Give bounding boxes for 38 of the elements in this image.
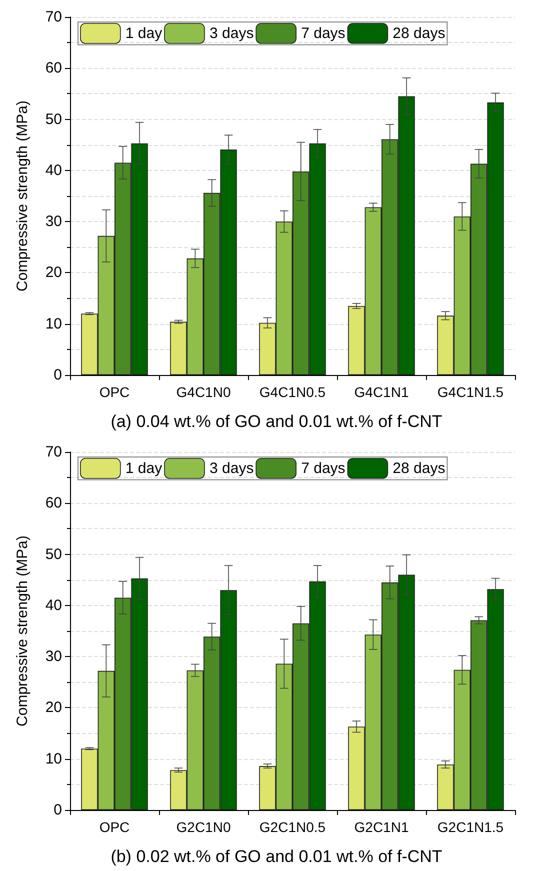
- y-tick-label: 10: [45, 315, 62, 332]
- x-tick-label: G2C1N0: [176, 819, 231, 835]
- x-tick-label: G4C1N0: [176, 384, 231, 400]
- y-tick-label: 40: [45, 162, 62, 179]
- y-tick-label: 70: [45, 8, 62, 26]
- x-tick-label: G4C1N1: [354, 384, 409, 400]
- legend-label: 1 day: [125, 24, 163, 42]
- legend-label: 28 days: [392, 24, 446, 42]
- legend-label: 3 days: [209, 24, 254, 42]
- y-tick-label: 20: [45, 264, 62, 282]
- y-tick-label: 40: [45, 596, 62, 614]
- text: (b) 0.02 wt.% of GO and 0.01 wt.% of f-CNT: [110, 847, 442, 866]
- x-tick-label: OPC: [99, 384, 130, 400]
- x-tick-label: G4C1N0.5: [259, 384, 326, 400]
- y-tick-label: 0: [54, 802, 62, 818]
- legend-label: 28 days: [392, 460, 446, 477]
- y-tick-label: 10: [45, 750, 62, 768]
- legend-label: 7 days: [301, 460, 346, 477]
- x-tick-label: G2C1N1: [354, 819, 409, 835]
- y-axis-title: Compressive strength (MPa): [14, 100, 31, 292]
- x-tick-label: G2C1N0.5: [259, 819, 326, 835]
- legend-label: 1 day: [125, 460, 163, 477]
- y-tick-label: 20: [45, 699, 62, 716]
- x-tick-label: OPC: [99, 819, 130, 835]
- y-tick-label: 60: [45, 494, 62, 512]
- y-tick-label: 0: [54, 366, 62, 384]
- text: (a) 0.04 wt.% of GO and 0.01 wt.% of f-CNT: [110, 412, 442, 431]
- y-tick-label: 50: [45, 110, 62, 128]
- x-tick-label: G4C1N1.5: [437, 384, 504, 400]
- x-tick-label: G2C1N1.5: [437, 819, 504, 835]
- y-tick-label: 70: [45, 444, 62, 460]
- y-tick-label: 30: [45, 648, 62, 666]
- y-tick-label: 60: [45, 60, 62, 77]
- legend-label: 3 days: [209, 460, 254, 477]
- y-tick-label: 30: [45, 213, 62, 230]
- legend-label: 7 days: [301, 24, 346, 42]
- y-tick-label: 50: [45, 546, 62, 563]
- y-axis-title: Compressive strength (MPa): [14, 536, 31, 726]
